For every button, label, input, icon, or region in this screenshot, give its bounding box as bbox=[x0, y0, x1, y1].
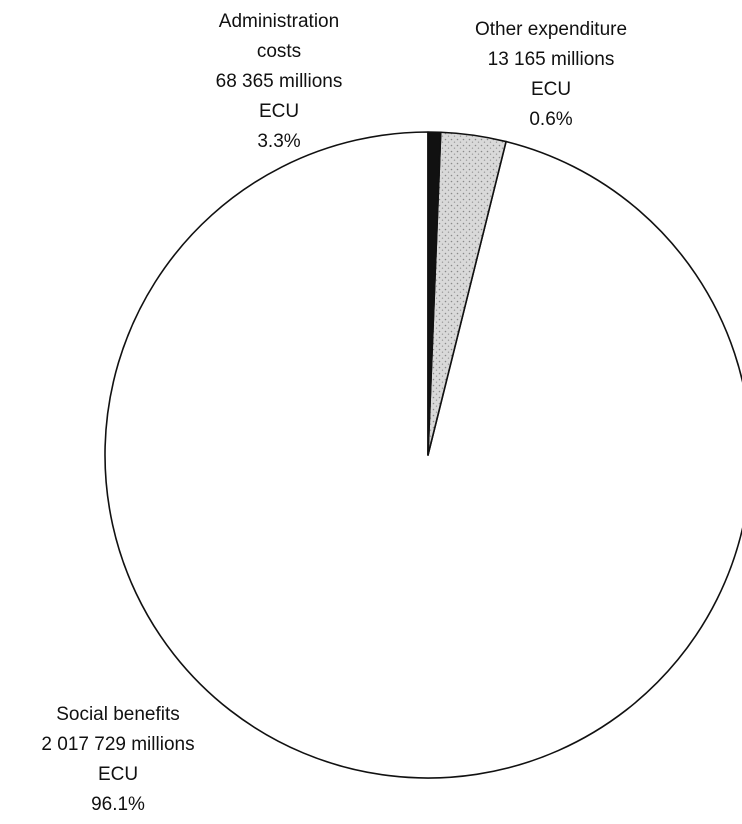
slice-label-line: ECU bbox=[259, 101, 299, 122]
pie-slice-social-benefits bbox=[104, 131, 742, 779]
slice-label-line: costs bbox=[257, 41, 301, 62]
slice-label-administration-costs: Administration costs 68 365 millions ECU 3.3… bbox=[216, 11, 343, 152]
slice-label-line: 13 165 millions bbox=[488, 49, 615, 70]
slice-label-line: Administration bbox=[219, 11, 339, 32]
slice-label-line: 68 365 millions bbox=[216, 71, 343, 92]
pie-slices bbox=[104, 131, 742, 779]
slice-label-line: 96.1% bbox=[91, 794, 145, 815]
slice-label-line: Other expenditure bbox=[475, 19, 627, 40]
slice-label-other-expenditure: Other expenditure 13 165 millions ECU 0.6% bbox=[475, 19, 627, 130]
slice-label-line: 3.3% bbox=[257, 131, 300, 152]
slice-label-line: ECU bbox=[531, 79, 571, 100]
slice-label-line: 2 017 729 millions bbox=[41, 734, 194, 755]
slice-label-line: ECU bbox=[98, 764, 138, 785]
pie-labels: Social benefits 2 017 729 millions ECU 96.1… bbox=[41, 11, 627, 815]
pie-slice-other-expenditure bbox=[427, 131, 442, 456]
slice-label-social-benefits: Social benefits 2 017 729 millions ECU 96.1… bbox=[41, 704, 194, 815]
slice-label-line: Social benefits bbox=[56, 704, 180, 725]
slice-label-line: 0.6% bbox=[529, 109, 572, 130]
